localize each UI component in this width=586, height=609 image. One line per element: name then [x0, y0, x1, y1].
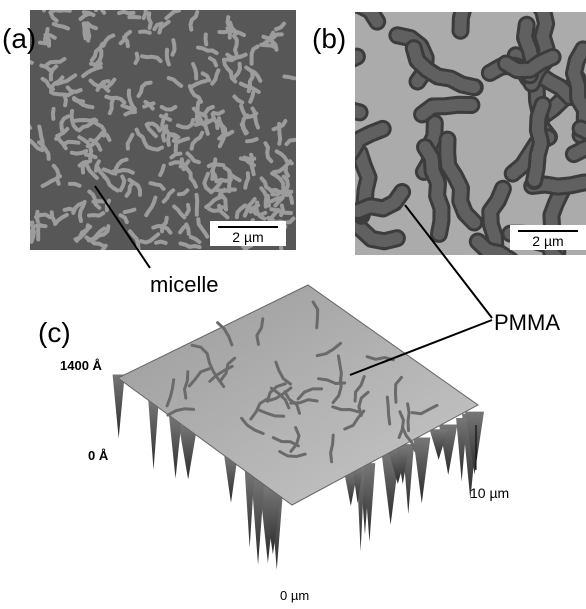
domain — [119, 12, 133, 14]
domain — [125, 112, 135, 114]
domain — [197, 195, 198, 215]
domain — [87, 26, 89, 40]
spike — [413, 437, 430, 503]
panel-label: (a) — [2, 23, 36, 54]
domain — [285, 77, 295, 79]
domain — [214, 112, 223, 114]
domain — [23, 122, 30, 128]
domain — [206, 35, 207, 45]
domain — [144, 8, 146, 18]
domain — [72, 151, 87, 154]
domain-core — [581, 123, 586, 134]
annotation: PMMA — [494, 310, 560, 335]
domain — [140, 32, 150, 33]
ridge — [408, 404, 410, 431]
domain — [53, 93, 72, 96]
domain — [65, 209, 75, 211]
domain — [281, 206, 283, 216]
domain — [47, 36, 49, 46]
domain — [70, 184, 80, 186]
domain — [295, 57, 357, 66]
domain-core — [333, 4, 378, 22]
domain — [65, 96, 66, 106]
domain — [90, 146, 91, 161]
domain — [29, 231, 30, 241]
domain-core — [534, 105, 543, 181]
domain — [271, 190, 280, 193]
annotation: micelle — [150, 272, 218, 297]
figure: 2 µm (a) 2 µm (b) (c) 1400 Å 0 Å 10 µm 0… — [0, 0, 586, 604]
scale-label: 2 µm — [532, 233, 563, 249]
domain — [229, 171, 230, 191]
x-start: 0 µm — [280, 588, 309, 603]
domain — [187, 205, 189, 214]
domain-core — [295, 57, 357, 66]
domain — [89, 213, 103, 216]
domain — [64, 142, 79, 144]
panel-label: (c) — [38, 317, 71, 348]
domain — [136, 54, 138, 63]
domain — [268, 196, 269, 206]
spike — [245, 470, 255, 548]
domain — [50, 10, 69, 12]
domain — [37, 212, 38, 222]
domain — [234, 36, 237, 55]
domain — [38, 225, 39, 240]
domain — [173, 40, 175, 55]
panel-label: (b) — [312, 23, 346, 54]
domain — [247, 139, 257, 141]
z-tick: 0 Å — [88, 448, 109, 463]
domain — [44, 0, 49, 10]
spike — [113, 374, 125, 438]
spike — [148, 400, 159, 470]
domain — [125, 210, 135, 213]
scale-label: 2 µm — [232, 229, 263, 245]
domain — [53, 109, 54, 119]
domain — [96, 0, 100, 10]
domain — [167, 50, 169, 65]
spike — [169, 416, 182, 478]
domain — [148, 147, 162, 150]
domain — [156, 242, 166, 243]
z-tick: 1400 Å — [60, 358, 103, 373]
domain — [186, 224, 189, 234]
domain — [149, 13, 151, 27]
x-end: 10 µm — [470, 485, 509, 501]
domain — [23, 222, 32, 224]
